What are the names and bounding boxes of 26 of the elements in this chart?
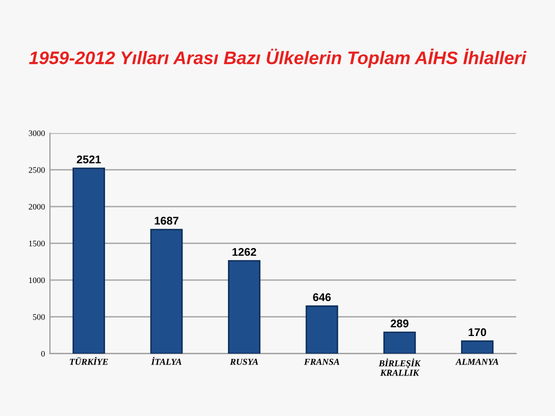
x-tick-label: ALMANYA [455,358,498,365]
data-label: 1262 [232,248,256,256]
y-tick-label: 500 [33,314,45,320]
y-tick-label: 2000 [28,204,45,210]
x-tick-label: BİRLEŞİK KRALLIK [378,358,421,376]
chart-title: 1959-2012 Yılları Arası Bazı Ülkelerin Toplam AİHS İhlalleri [29,48,527,68]
y-tick-label: 2500 [28,167,45,173]
data-label: 1687 [154,216,178,225]
data-label: 170 [468,328,486,336]
x-tick-label: RUSYA [230,358,258,365]
bar [461,340,494,354]
bar [228,260,260,354]
x-tick-label: İTALYA [151,356,182,365]
x-tick-label: FRANSA [304,358,340,365]
data-label: 289 [390,320,408,328]
y-tick-label: 1500 [29,240,45,246]
bar [383,332,416,354]
y-tick-label: 3000 [28,130,45,136]
data-label: 646 [313,293,331,302]
bar [72,168,106,354]
bar [306,305,338,354]
y-tick-label: 0 [41,350,45,357]
x-tick-label: TÜRKİYE [70,356,108,365]
y-tick-label: 1000 [29,277,45,284]
bar [150,228,183,354]
data-label: 2521 [76,155,101,164]
